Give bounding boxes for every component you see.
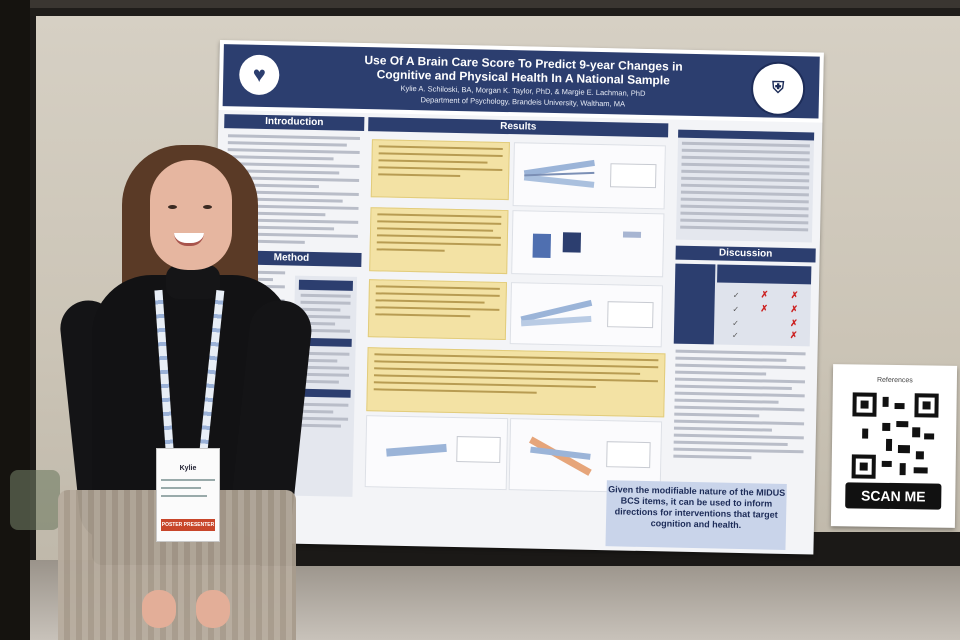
section-discussion: Discussion [675,245,816,263]
poster-header: ♥ Use Of A Brain Care Score To Predict 9… [218,40,824,123]
check-icon: ✓ [731,330,739,340]
result-box-4 [366,347,666,418]
face [150,160,232,270]
bar-1 [532,233,552,258]
badge-role-tag: POSTER PRESENTER [161,519,215,531]
qr-references-label: References [876,376,913,385]
cross-icon: ✗ [790,318,798,329]
result-box-3 [367,279,507,341]
cross-icon: ✗ [789,330,798,341]
descriptive-stats-table [675,129,815,243]
chart-legend-2 [607,301,654,329]
check-icon: ✓ [732,304,740,314]
section-results: Results [368,117,669,138]
badge-line [161,495,207,497]
discussion-table: ✓ ✗ ✗ ✓ ✗ ✗ ✓ ✗ ✓ ✗ [673,263,812,347]
bag [10,470,60,530]
check-icon: ✓ [732,290,740,300]
name-badge: Kylie POSTER PRESENTER [156,448,220,542]
cross-icon: ✗ [790,290,799,301]
cross-icon: ✗ [760,303,769,314]
eye [168,205,177,209]
chart-legend-4 [606,441,651,469]
plaid-skirt [58,490,296,640]
result-line-chart-2 [509,282,663,348]
divider-post [0,0,30,640]
section-introduction: Introduction [224,114,365,132]
badge-name: Kylie [179,465,197,472]
result-line-chart-4 [508,418,663,494]
result-line-chart-3 [364,415,509,491]
turtleneck-collar [166,265,220,299]
smile [174,233,204,246]
discussion-row-headers [673,263,716,345]
result-line-chart-1 [512,142,666,210]
badge-line [161,479,215,481]
eye [203,205,212,209]
research-poster: ♥ Use Of A Brain Care Score To Predict 9… [209,40,824,555]
hand [142,590,176,628]
qr-code-icon[interactable] [851,392,939,480]
qr-reference-card: References SCAN ME [830,364,958,528]
cross-icon: ✗ [790,304,799,315]
title-banner: ♥ Use Of A Brain Care Score To Predict 9… [222,44,820,119]
scan-me-label: SCAN ME [845,482,942,510]
hand [196,590,230,628]
badge-line [161,487,201,489]
bar-3 [622,231,642,238]
check-icon: ✓ [732,318,739,328]
discussion-text [673,349,806,465]
discussion-column-headers [717,264,812,285]
result-box-1 [370,139,510,201]
result-bar-chart [511,210,665,278]
cross-icon: ✗ [760,289,769,300]
bar-2 [562,232,582,253]
board-frame [24,8,960,16]
takeaway-box: Given the modifiable nature of the MIDUS… [605,480,787,550]
chart-legend-1 [610,163,657,189]
lab-logo-icon: ♥ [238,54,280,96]
result-box-2 [369,207,509,275]
university-seal-icon: ⛨ [750,61,806,117]
chart-legend-3 [456,436,501,463]
